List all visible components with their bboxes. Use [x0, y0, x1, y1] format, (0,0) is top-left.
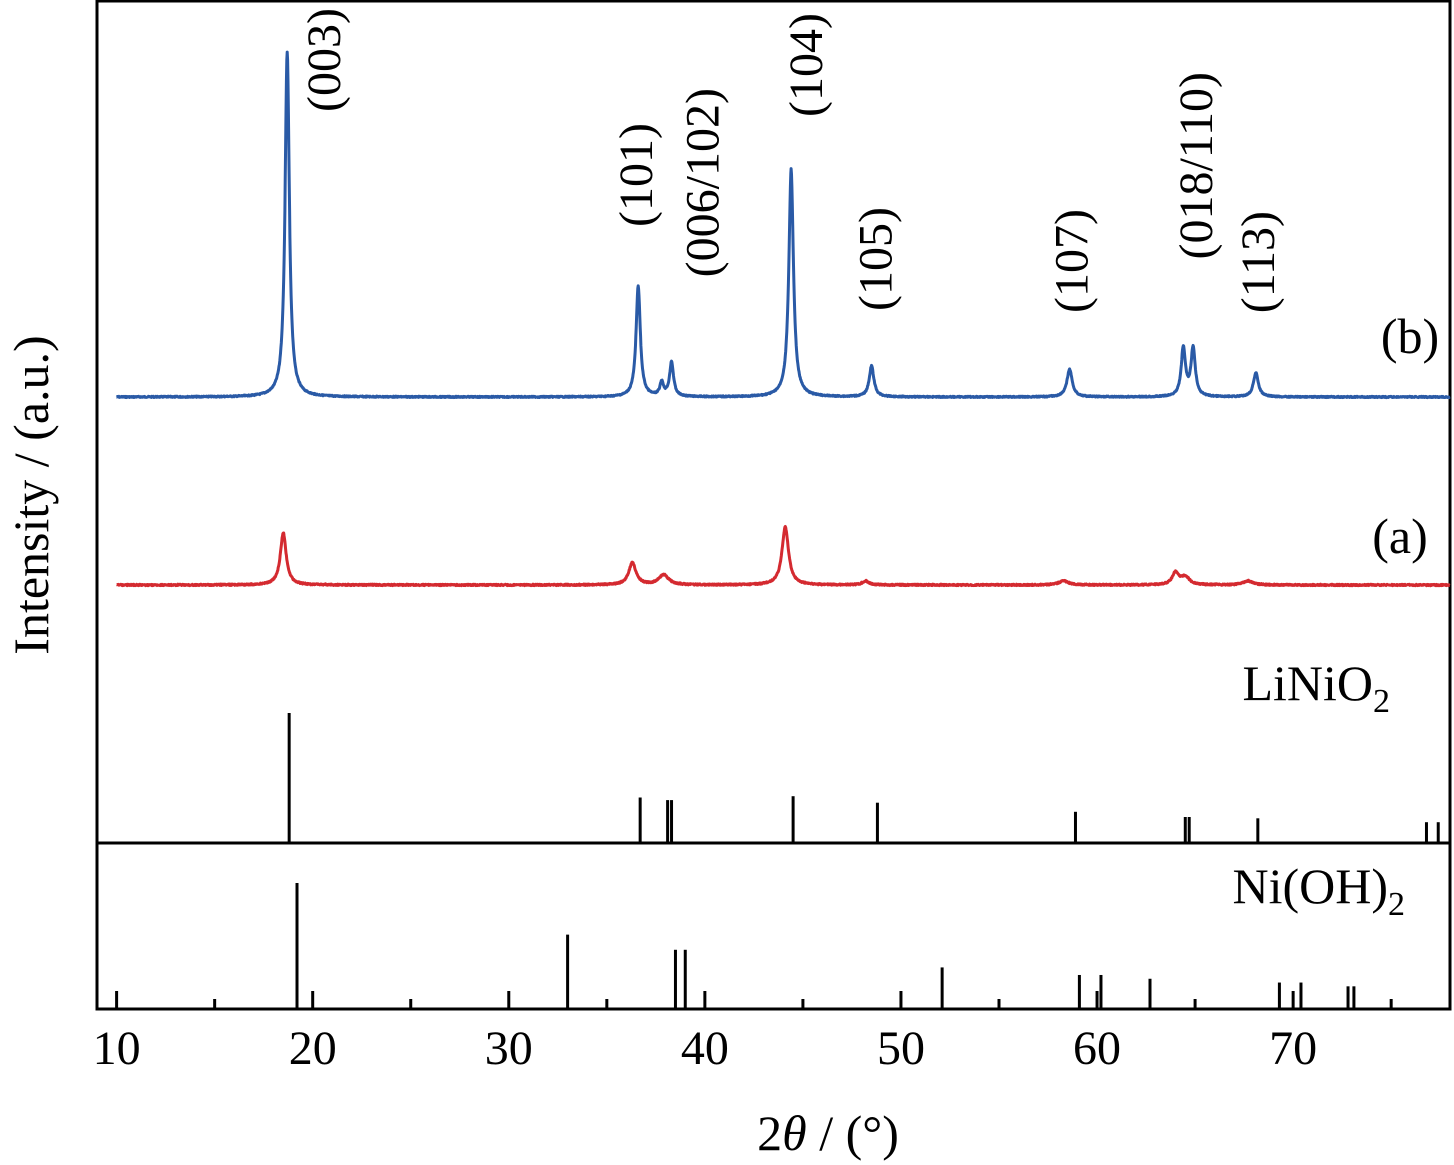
y-axis-label: Intensity / (a.u.) [3, 335, 59, 654]
series-line [115, 50, 1451, 400]
x-axis-label: 2θ / (°) [757, 1105, 899, 1161]
peak-label: (107) [1046, 209, 1099, 313]
reference-pattern-2: Ni(OH)2 [295, 858, 1405, 1009]
plot-frame [95, 0, 1452, 1011]
peak-label: (101) [610, 123, 663, 227]
peak-labels: (003) (101) (006/102) (104) (105) (107) (018/1… [298, 8, 1285, 313]
peak-label: (105) [850, 207, 903, 311]
series-tag: (a) [1372, 508, 1428, 564]
x-tick-label: 30 [485, 1022, 533, 1075]
reference-pattern-1: LiNiO2 [287, 655, 1440, 843]
x-tick-label: 60 [1073, 1022, 1121, 1075]
x-tick-label: 50 [877, 1022, 925, 1075]
series-tag: (b) [1381, 308, 1439, 364]
peak-label: (104) [780, 13, 833, 117]
peak-label: (006/102) [677, 88, 730, 277]
series-line [115, 525, 1451, 588]
peak-label: (003) [298, 8, 351, 112]
x-tick-label: 70 [1269, 1022, 1317, 1075]
reference-patterns: LiNiO2 Ni(OH)2 [287, 655, 1440, 1009]
plot-border [95, 0, 1452, 1011]
x-tick-label: 40 [681, 1022, 729, 1075]
x-tick-label: 20 [289, 1022, 337, 1075]
x-tick-label: 10 [93, 1022, 141, 1075]
peak-label: (113) [1232, 211, 1285, 313]
peak-label: (018/110) [1170, 72, 1223, 260]
x-axis-ticks: 10 20 30 40 50 60 70 [93, 991, 1393, 1075]
series-1: (b) [115, 50, 1451, 400]
series-layer: (b) (a) [115, 50, 1451, 588]
reference-label: LiNiO2 [1242, 655, 1390, 720]
reference-label: Ni(OH)2 [1232, 858, 1405, 923]
series-2: (a) [115, 508, 1451, 588]
